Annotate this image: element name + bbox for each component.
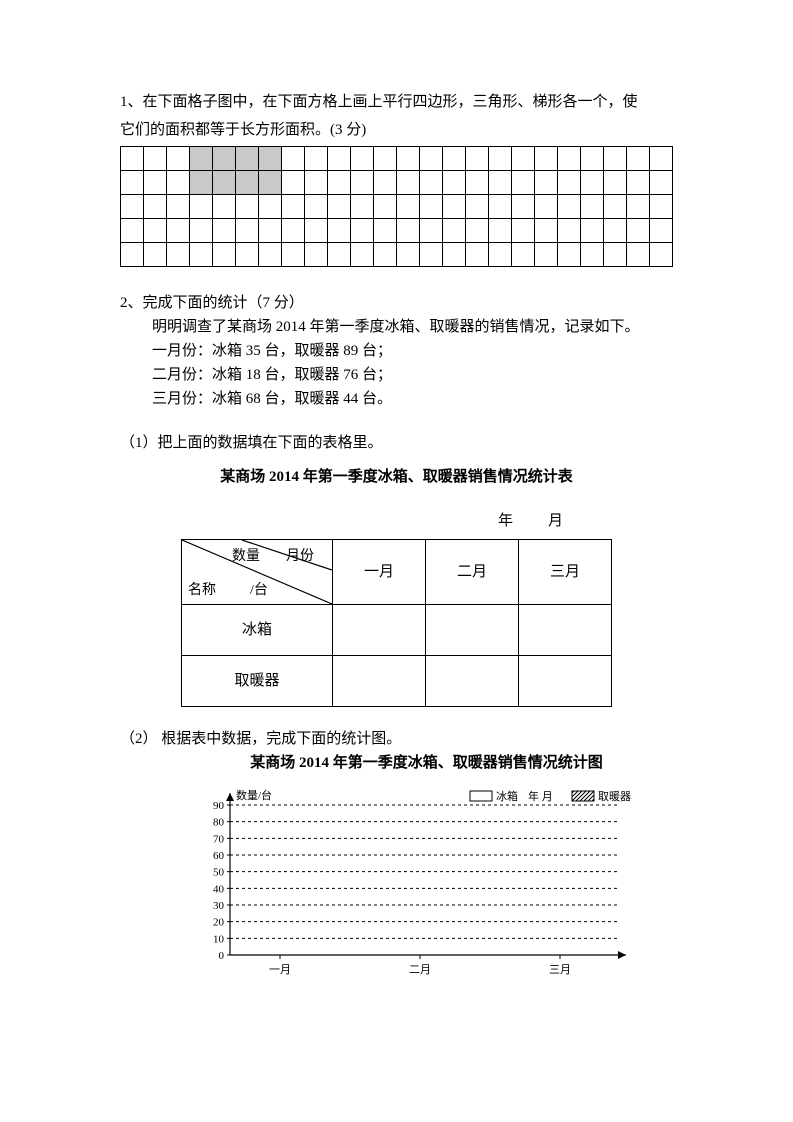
svg-text:60: 60 [213,850,225,862]
col-month-3: 三月 [519,540,612,605]
cell [519,605,612,656]
q2-line-2: 二月份：冰箱 18 台，取暖器 76 台； [120,363,673,387]
col-month-2: 二月 [426,540,519,605]
grid-figure [120,146,673,267]
q2-sub2: （2） 根据表中数据，完成下面的统计图。 [120,727,673,751]
cell [333,656,426,707]
cell [426,656,519,707]
stat-table: 数量 月份 名称 /台 一月 二月 三月 冰箱 取暖器 [181,539,612,707]
svg-text:三月: 三月 [549,964,571,976]
q2-line-1: 一月份：冰箱 35 台，取暖器 89 台； [120,339,673,363]
svg-text:取暖器: 取暖器 [598,790,631,803]
svg-text:年 月: 年 月 [528,789,553,803]
svg-text:70: 70 [213,833,225,845]
diag-month: 月份 [286,546,314,568]
cell [333,605,426,656]
diag-name: 名称 [188,580,216,602]
svg-text:0: 0 [219,950,225,962]
svg-text:50: 50 [213,867,225,879]
svg-text:40: 40 [213,883,225,895]
date-line: 年 月 [120,509,673,533]
cell [426,605,519,656]
q2-sub1: （1）把上面的数据填在下面的表格里。 [120,431,673,455]
col-month-1: 一月 [333,540,426,605]
table-title: 某商场 2014 年第一季度冰箱、取暖器销售情况统计表 [120,465,673,489]
diag-count: 数量 [232,546,260,568]
q1-line1: 1、在下面格子图中，在下面方格上画上平行四边形，三角形、梯形各一个，使 [120,90,673,114]
q1-line2: 它们的面积都等于长方形面积。(3 分) [120,118,673,142]
svg-text:数量/台: 数量/台 [236,788,272,802]
chart-title: 某商场 2014 年第一季度冰箱、取暖器销售情况统计图 [120,751,673,775]
svg-text:20: 20 [213,917,225,929]
q2-intro: 明明调查了某商场 2014 年第一季度冰箱、取暖器的销售情况，记录如下。 [120,315,673,339]
svg-text:10: 10 [213,933,225,945]
svg-text:80: 80 [213,817,225,829]
svg-text:二月: 二月 [409,964,431,976]
diag-header: 数量 月份 名称 /台 [182,540,333,605]
row-label-2: 取暖器 [182,656,333,707]
svg-text:冰箱: 冰箱 [496,789,518,803]
svg-text:90: 90 [213,800,225,812]
diag-unit: /台 [250,580,268,602]
q2-heading: 2、完成下面的统计（7 分） [120,291,673,315]
cell [519,656,612,707]
svg-text:一月: 一月 [269,964,291,976]
chart: 数量/台 冰箱年 月 取暖器 90 80 70 60 50 40 30 20 10 0 一月 二月 三月 [180,785,673,993]
svg-text:30: 30 [213,900,225,912]
row-label-1: 冰箱 [182,605,333,656]
q2-line-3: 三月份：冰箱 68 台，取暖器 44 台。 [120,387,673,411]
